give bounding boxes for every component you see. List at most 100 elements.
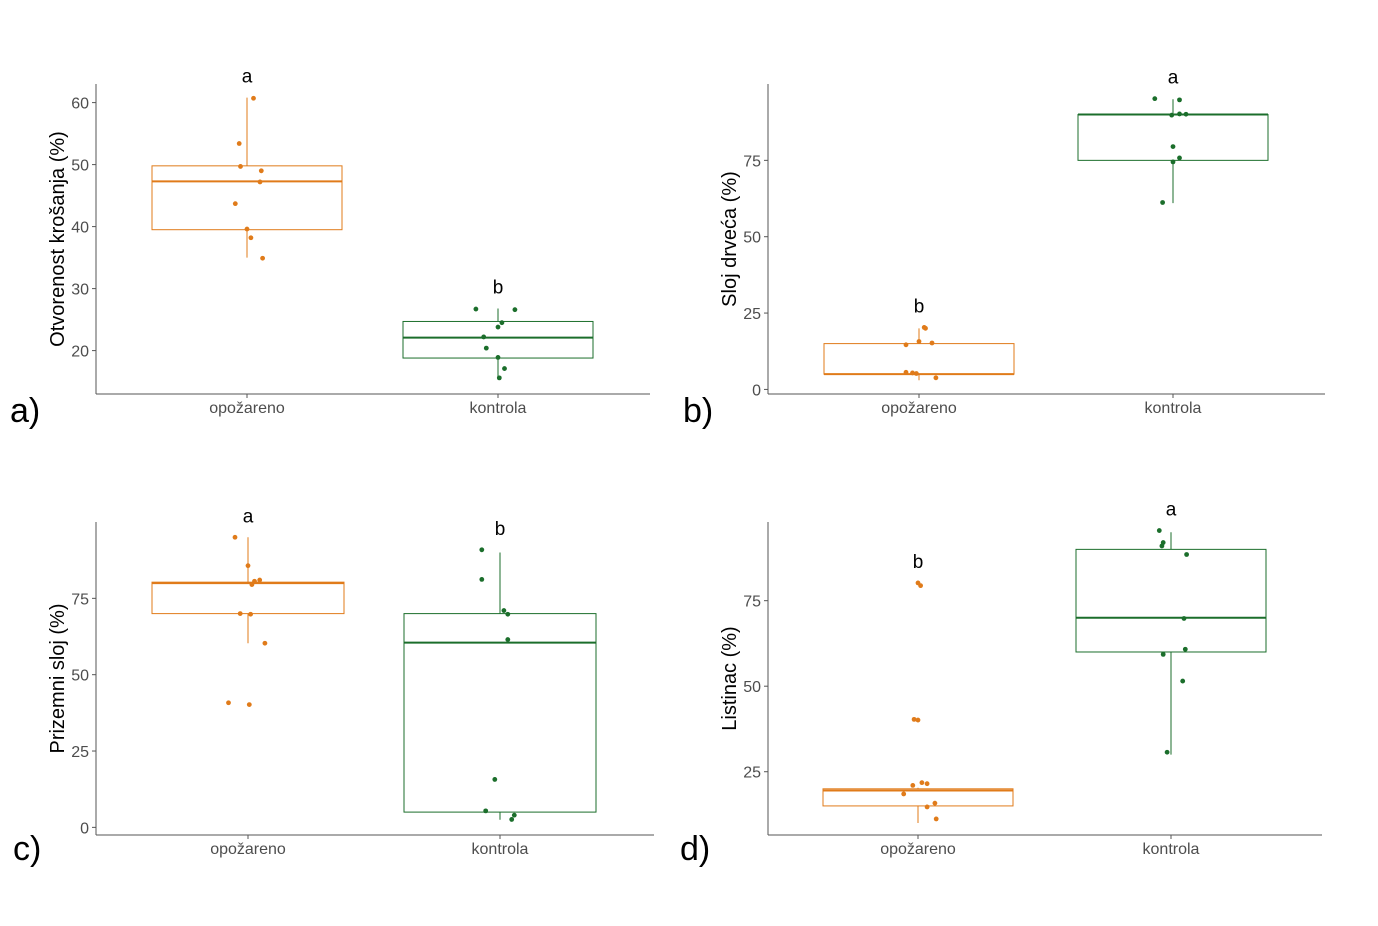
y-tick-label: 60	[71, 96, 89, 113]
data-point	[1159, 543, 1165, 549]
significance-letter: b	[493, 277, 504, 298]
data-point	[1183, 111, 1189, 117]
data-point	[492, 777, 498, 782]
data-point	[915, 717, 921, 723]
panel-a: 20 30 40 50 60 Otvorenost krošanja (%) a) opoža…	[10, 67, 650, 430]
data-point	[933, 375, 939, 381]
significance-letter: a	[1168, 68, 1179, 89]
data-point	[1177, 111, 1182, 117]
data-point	[245, 563, 251, 569]
data-point	[257, 179, 263, 185]
box	[1075, 548, 1267, 653]
significance-letter: b	[913, 552, 924, 573]
y-axis-title: Sloj drveća (%)	[719, 171, 741, 307]
data-point	[911, 716, 917, 722]
panel-label: b)	[683, 392, 713, 430]
data-point	[918, 583, 923, 589]
data-point	[1152, 96, 1158, 102]
data-point	[505, 637, 511, 642]
data-point	[919, 780, 925, 786]
y-tick-label: 75	[743, 153, 761, 170]
data-point	[1170, 144, 1176, 150]
group-kontrola: kontrola b	[402, 277, 594, 417]
data-point	[509, 817, 515, 822]
panel-label: a)	[10, 392, 40, 430]
data-point	[260, 255, 265, 261]
box	[403, 613, 597, 813]
group-kontrola: kontrola b	[403, 519, 597, 858]
group-opozareno: opožareno b	[823, 296, 1015, 417]
significance-letter: a	[1166, 500, 1177, 521]
data-point	[226, 700, 231, 706]
data-point	[1160, 651, 1166, 657]
x-tick-label: kontrola	[1145, 400, 1202, 417]
data-point	[929, 340, 935, 346]
y-tick-label: 50	[71, 668, 89, 685]
x-tick-label: opožareno	[209, 400, 285, 417]
data-point	[252, 578, 257, 584]
data-point	[496, 375, 502, 381]
data-point	[248, 235, 254, 241]
x-tick-label: kontrola	[470, 400, 527, 417]
panel-label: d)	[680, 830, 710, 868]
x-tick-label: kontrola	[472, 841, 529, 858]
data-point	[232, 201, 238, 207]
data-point	[901, 791, 907, 797]
group-opozareno: opožareno b	[822, 552, 1014, 858]
y-tick-label: 0	[80, 820, 89, 837]
y-axis-title: Listinac (%)	[719, 626, 741, 730]
box	[823, 343, 1015, 375]
y-axis-title: Otvorenost krošanja (%)	[47, 131, 69, 347]
data-point	[238, 164, 243, 169]
y-tick-label: 25	[71, 744, 89, 761]
data-point	[1169, 112, 1175, 118]
y-tick-label: 0	[752, 382, 761, 399]
data-point	[495, 355, 501, 360]
box	[151, 581, 345, 615]
group-opozareno: opožareno a	[151, 506, 345, 858]
data-point	[473, 306, 479, 312]
data-point	[903, 342, 909, 348]
data-point	[483, 808, 489, 814]
data-point	[262, 640, 268, 646]
data-point	[481, 334, 487, 340]
x-tick-label: kontrola	[1143, 841, 1200, 858]
data-point	[933, 816, 939, 822]
data-point	[251, 95, 256, 101]
data-point	[244, 226, 250, 232]
data-point	[1177, 155, 1182, 161]
significance-letter: b	[495, 519, 506, 540]
data-point	[483, 345, 489, 351]
y-tick-label: 40	[71, 220, 89, 237]
y-tick-label: 50	[743, 230, 761, 247]
group-opozareno: opožareno a	[151, 67, 343, 417]
data-point	[924, 781, 930, 787]
data-point	[1184, 552, 1189, 557]
data-point	[1181, 616, 1187, 621]
x-tick-label: opožareno	[210, 841, 286, 858]
data-point	[501, 608, 507, 613]
y-tick-label: 75	[743, 594, 761, 611]
data-point	[1170, 159, 1176, 165]
panel-label: c)	[13, 830, 41, 868]
y-axis-title: Prizemni sloj (%)	[47, 603, 69, 753]
data-point	[505, 611, 511, 617]
data-point	[916, 339, 922, 344]
data-point	[1160, 200, 1165, 205]
x-tick-label: opožareno	[880, 841, 956, 858]
data-point	[512, 307, 518, 313]
data-point	[932, 800, 938, 806]
data-point	[1182, 646, 1188, 652]
data-point	[1180, 678, 1186, 684]
data-point	[258, 168, 264, 174]
data-point	[910, 782, 916, 788]
data-point	[257, 577, 263, 583]
data-point	[232, 534, 238, 540]
box	[822, 788, 1014, 807]
data-point	[910, 370, 915, 376]
box	[151, 165, 343, 231]
